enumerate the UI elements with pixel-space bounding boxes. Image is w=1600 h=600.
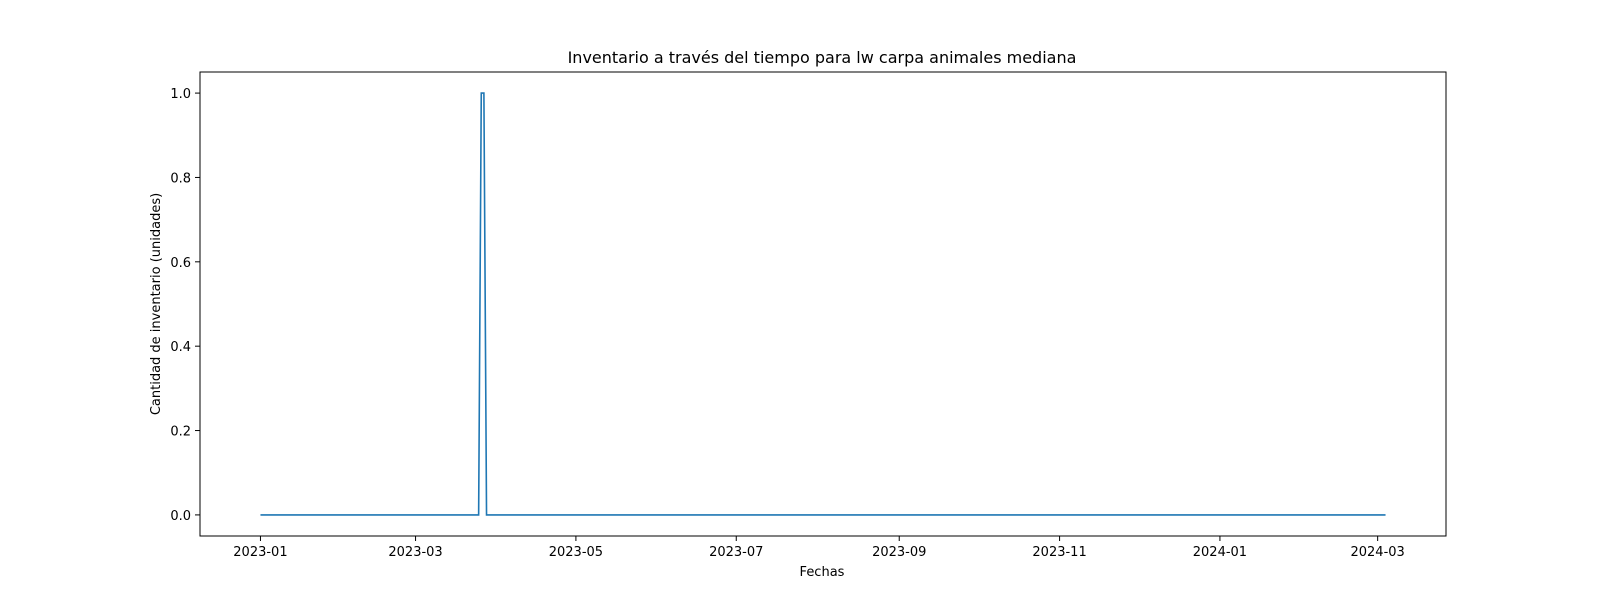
y-tick-label: 0.6 bbox=[170, 256, 191, 271]
chart-title: Inventario a través del tiempo para lw c… bbox=[568, 48, 1077, 67]
series-layer bbox=[260, 92, 1386, 516]
x-tick-label: 2023-11 bbox=[1032, 545, 1086, 560]
x-tick-label: 2023-03 bbox=[388, 545, 442, 560]
series-line bbox=[260, 92, 1386, 516]
x-axis-label: Fechas bbox=[800, 565, 845, 580]
x-tick-label: 2023-01 bbox=[233, 545, 287, 560]
y-tick-label: 0.0 bbox=[170, 509, 191, 524]
y-tick-label: 0.4 bbox=[170, 340, 191, 355]
x-tick-label: 2024-01 bbox=[1193, 545, 1247, 560]
x-tick-label: 2024-03 bbox=[1350, 545, 1404, 560]
y-tick-label: 0.8 bbox=[170, 171, 191, 186]
x-tick-label: 2023-09 bbox=[872, 545, 926, 560]
y-axis: 0.0 0.2 0.4 0.6 0.8 1.0 bbox=[170, 87, 200, 524]
plot-area bbox=[199, 71, 1447, 537]
y-axis-label: Cantidad de inventario (unidades) bbox=[149, 193, 164, 415]
x-tick-label: 2023-07 bbox=[709, 545, 763, 560]
x-tick-label: 2023-05 bbox=[549, 545, 603, 560]
y-tick-label: 0.2 bbox=[170, 425, 191, 440]
y-tick-label: 1.0 bbox=[170, 87, 191, 102]
x-axis: 2023-01 2023-03 2023-05 2023-07 2023-09 2023-… bbox=[233, 536, 1405, 560]
